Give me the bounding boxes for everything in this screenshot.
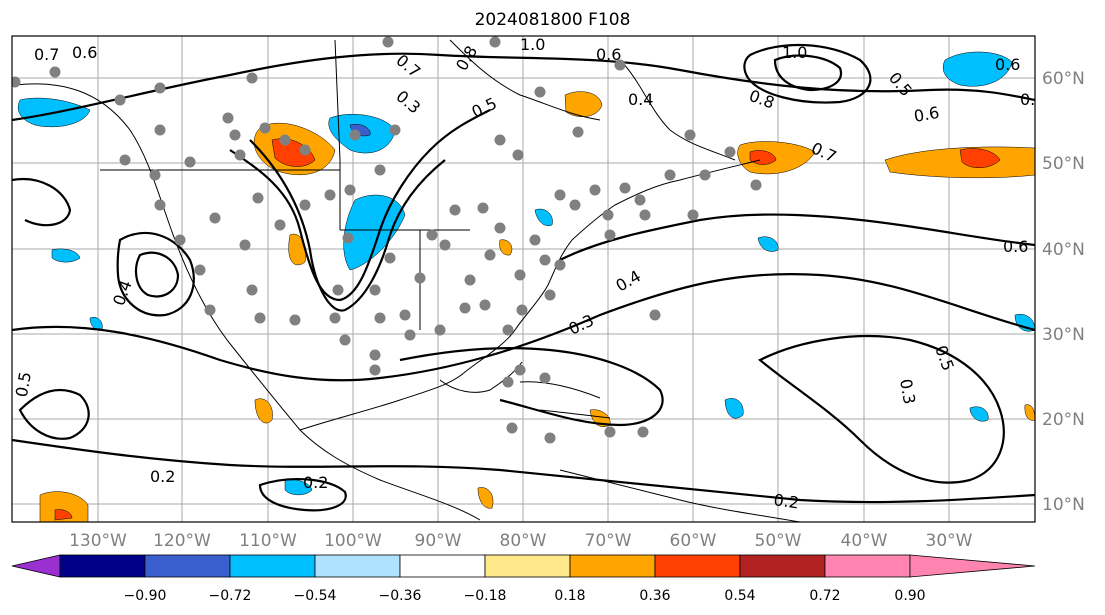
contour-label: 1.0 [520,35,545,54]
contour-label: 0.6 [912,103,940,126]
colorbar-tick: −0.90 [124,588,167,604]
lon-label: 80°W [500,531,547,551]
map-title: 2024081800 F108 [474,10,631,30]
contour-label: 0.6 [995,55,1020,74]
shaded-patches [17,51,1035,522]
latitude-labels: 60°N 50°N 40°N 30°N 20°N 10°N [1042,69,1085,515]
colorbar-tick: 0.18 [554,588,585,604]
colorbar-swatch [569,554,656,578]
contour-label: 0.4 [628,90,653,109]
colorbar-swatch [314,554,401,578]
contour-label: 0.2 [150,467,175,486]
longitude-labels: 130°W 120°W 110°W 100°W 90°W 80°W 70°W 6… [69,531,973,551]
colorbar-swatch [739,554,826,578]
lat-label: 60°N [1042,69,1085,89]
station-markers [12,36,762,444]
contour-label: 0.6 [1003,237,1028,256]
colorbar-swatch [11,554,61,578]
contour-label: 0.3 [896,377,919,405]
colorbar-tick: 0.72 [809,588,840,604]
colorbar-swatch [909,554,1036,578]
lon-label: 120°W [153,531,211,551]
colorbar-swatch [229,554,316,578]
lat-label: 40°N [1042,240,1085,260]
colorbar-ticks: −0.90 −0.72 −0.54 −0.36 −0.18 0.18 0.36 … [124,588,926,604]
colorbar-swatch [824,554,911,578]
contour-label: 0.7 [34,45,59,64]
map-frame [11,35,1036,523]
colorbar-tick: 0.90 [894,588,925,604]
colorbar-swatch [654,554,741,578]
colorbar-tick: −0.18 [464,588,507,604]
contour-label: 0.6 [72,43,97,62]
lon-label: 100°W [324,531,382,551]
contour-label: 1.0 [782,43,807,62]
lat-label: 10°N [1042,495,1085,515]
contour-label: 0.6 [1020,90,1045,109]
lon-label: 110°W [239,531,297,551]
lat-label: 20°N [1042,410,1085,430]
colorbar-tick: 0.54 [724,588,755,604]
colorbar-swatch [399,554,486,578]
lon-label: 70°W [585,531,632,551]
lon-label: 50°W [755,531,802,551]
lon-label: 130°W [69,531,127,551]
colorbar-swatch [144,554,231,578]
contour-lines [12,43,1035,512]
contour-label: 0.2 [772,490,800,512]
colorbar-tick: −0.36 [379,588,422,604]
lat-label: 50°N [1042,154,1085,174]
lat-label: 30°N [1042,325,1085,345]
lon-label: 30°W [926,531,973,551]
colorbar [11,554,1036,578]
lon-label: 90°W [415,531,462,551]
colorbar-swatch [59,554,146,578]
colorbar-swatch [484,554,571,578]
contour-label: 0.6 [596,45,621,64]
colorbar-tick: −0.54 [294,588,337,604]
lon-label: 60°W [670,531,717,551]
contour-label: 0.5 [12,370,35,398]
lon-label: 40°W [841,531,888,551]
colorbar-tick: −0.72 [209,588,252,604]
colorbar-tick: 0.36 [639,588,670,604]
contour-label: 0.2 [303,473,328,492]
